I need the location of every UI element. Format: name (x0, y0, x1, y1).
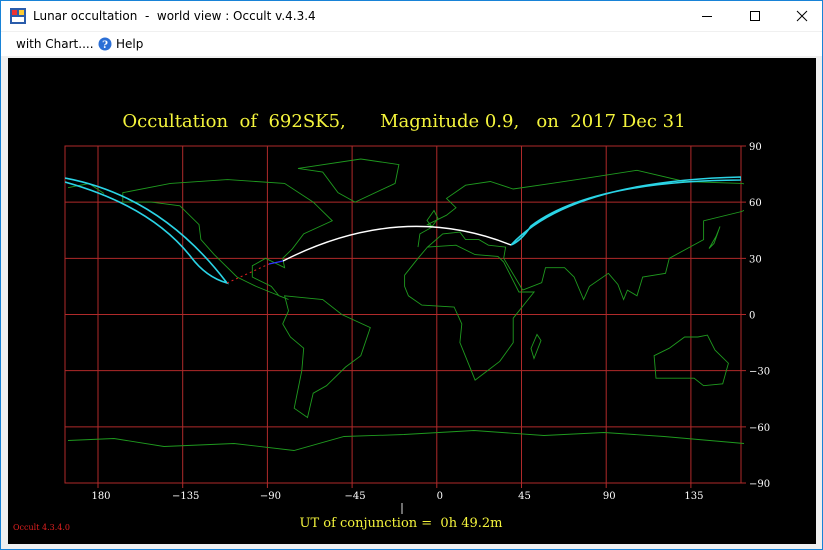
y-tick-label: 90 (749, 142, 762, 153)
x-tick-label: 90 (603, 491, 616, 502)
y-tick-label: 60 (749, 198, 762, 209)
x-tick-label: −135 (172, 491, 199, 502)
y-tick-label: −90 (749, 479, 770, 490)
svg-text:?: ? (102, 40, 108, 51)
maximize-button[interactable] (750, 11, 760, 21)
x-tick-label: 135 (684, 491, 703, 502)
title-bar: Lunar occultation - world view : Occult … (1, 1, 822, 31)
menu-bar: with Chart.... ? Help (1, 32, 822, 56)
close-button[interactable] (796, 10, 808, 22)
menu-item[interactable]: with Chart.... (16, 37, 94, 51)
x-tick-label: 0 (437, 491, 443, 502)
occultation-path (65, 176, 741, 285)
y-tick-label: −30 (749, 367, 770, 378)
menu-item[interactable]: Help (116, 37, 144, 51)
window-controls[interactable] (672, 1, 822, 31)
x-tick-label: 180 (91, 491, 110, 502)
x-tick-label: −45 (345, 491, 366, 502)
x-tick-label: −90 (260, 491, 281, 502)
map-canvas: 180 −135 −90 −45 0 45 90 135 90 60 30 0 −30 −60 −90 Oc… (8, 58, 816, 544)
conjunction-time: UT of conjunction = 0h 49.2m (300, 516, 503, 531)
version-label: Occult 4.3.4.0 (13, 523, 70, 532)
coastlines (68, 158, 744, 451)
x-tick-label: 45 (518, 491, 531, 502)
map-title: Occultation of 692SK5, Magnitude 0.9, on… (122, 111, 685, 132)
y-tick-label: −60 (749, 423, 770, 434)
y-tick-label: 0 (749, 311, 755, 322)
window-title: Lunar occultation - world view : Occult … (33, 9, 316, 23)
app-icon (10, 8, 26, 24)
help-icon: ? (98, 37, 112, 51)
y-tick-label: 30 (749, 254, 762, 265)
